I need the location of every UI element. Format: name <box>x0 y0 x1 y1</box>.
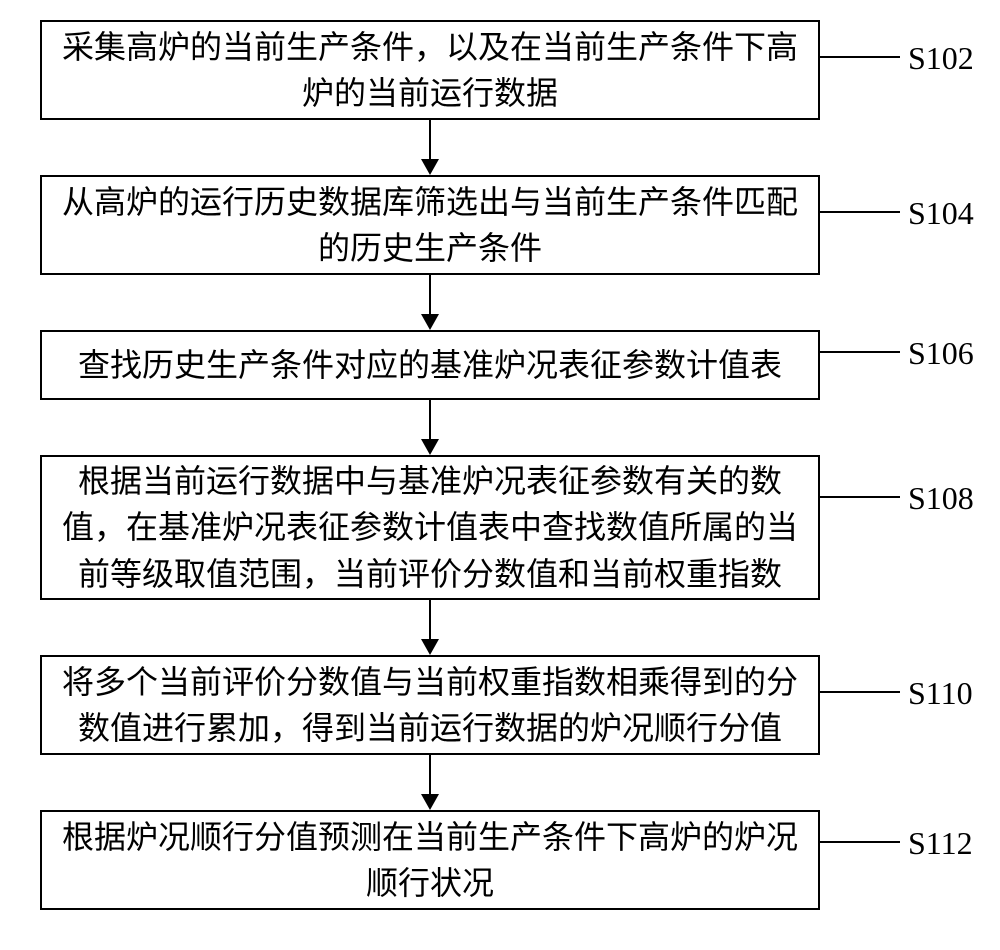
flowchart-step-text: 从高炉的运行历史数据库筛选出与当前生产条件匹配的历史生产条件 <box>60 179 800 272</box>
flowchart-connector-line <box>429 275 431 314</box>
flowchart-step-text: 根据当前运行数据中与基准炉况表征参数有关的数值，在基准炉况表征参数计值表中查找数… <box>60 458 800 597</box>
flowchart-leader-line <box>820 56 900 58</box>
flowchart-step-label: S104 <box>908 195 974 232</box>
flowchart-leader-line <box>820 691 900 693</box>
flowchart-step-text: 查找历史生产条件对应的基准炉况表征参数计值表 <box>78 342 782 388</box>
flowchart-leader-line <box>820 496 900 498</box>
flowchart-step-text: 将多个当前评价分数值与当前权重指数相乘得到的分数值进行累加，得到当前运行数据的炉… <box>60 659 800 752</box>
flowchart-step-text: 根据炉况顺行分值预测在当前生产条件下高炉的炉况顺行状况 <box>60 814 800 907</box>
flowchart-step-box: 采集高炉的当前生产条件，以及在当前生产条件下高炉的当前运行数据 <box>40 20 820 120</box>
flowchart-arrowhead-icon <box>421 439 439 455</box>
flowchart-canvas: 采集高炉的当前生产条件，以及在当前生产条件下高炉的当前运行数据 S102 从高炉的运… <box>0 0 1000 950</box>
flowchart-arrowhead-icon <box>421 314 439 330</box>
flowchart-step-label: S102 <box>908 40 974 77</box>
flowchart-step-box: 将多个当前评价分数值与当前权重指数相乘得到的分数值进行累加，得到当前运行数据的炉… <box>40 655 820 755</box>
flowchart-step-label: S106 <box>908 335 974 372</box>
flowchart-connector-line <box>429 755 431 794</box>
flowchart-arrowhead-icon <box>421 639 439 655</box>
flowchart-step-box: 从高炉的运行历史数据库筛选出与当前生产条件匹配的历史生产条件 <box>40 175 820 275</box>
flowchart-leader-line <box>820 351 900 353</box>
flowchart-step-text: 采集高炉的当前生产条件，以及在当前生产条件下高炉的当前运行数据 <box>60 24 800 117</box>
flowchart-step-label: S110 <box>908 675 973 712</box>
flowchart-step-box: 根据炉况顺行分值预测在当前生产条件下高炉的炉况顺行状况 <box>40 810 820 910</box>
flowchart-step-label: S112 <box>908 825 973 862</box>
flowchart-step-label: S108 <box>908 480 974 517</box>
flowchart-step-box: 根据当前运行数据中与基准炉况表征参数有关的数值，在基准炉况表征参数计值表中查找数… <box>40 455 820 600</box>
flowchart-arrowhead-icon <box>421 159 439 175</box>
flowchart-step-box: 查找历史生产条件对应的基准炉况表征参数计值表 <box>40 330 820 400</box>
flowchart-connector-line <box>429 120 431 159</box>
flowchart-connector-line <box>429 400 431 439</box>
flowchart-connector-line <box>429 600 431 639</box>
flowchart-arrowhead-icon <box>421 794 439 810</box>
flowchart-leader-line <box>820 211 900 213</box>
flowchart-leader-line <box>820 841 900 843</box>
